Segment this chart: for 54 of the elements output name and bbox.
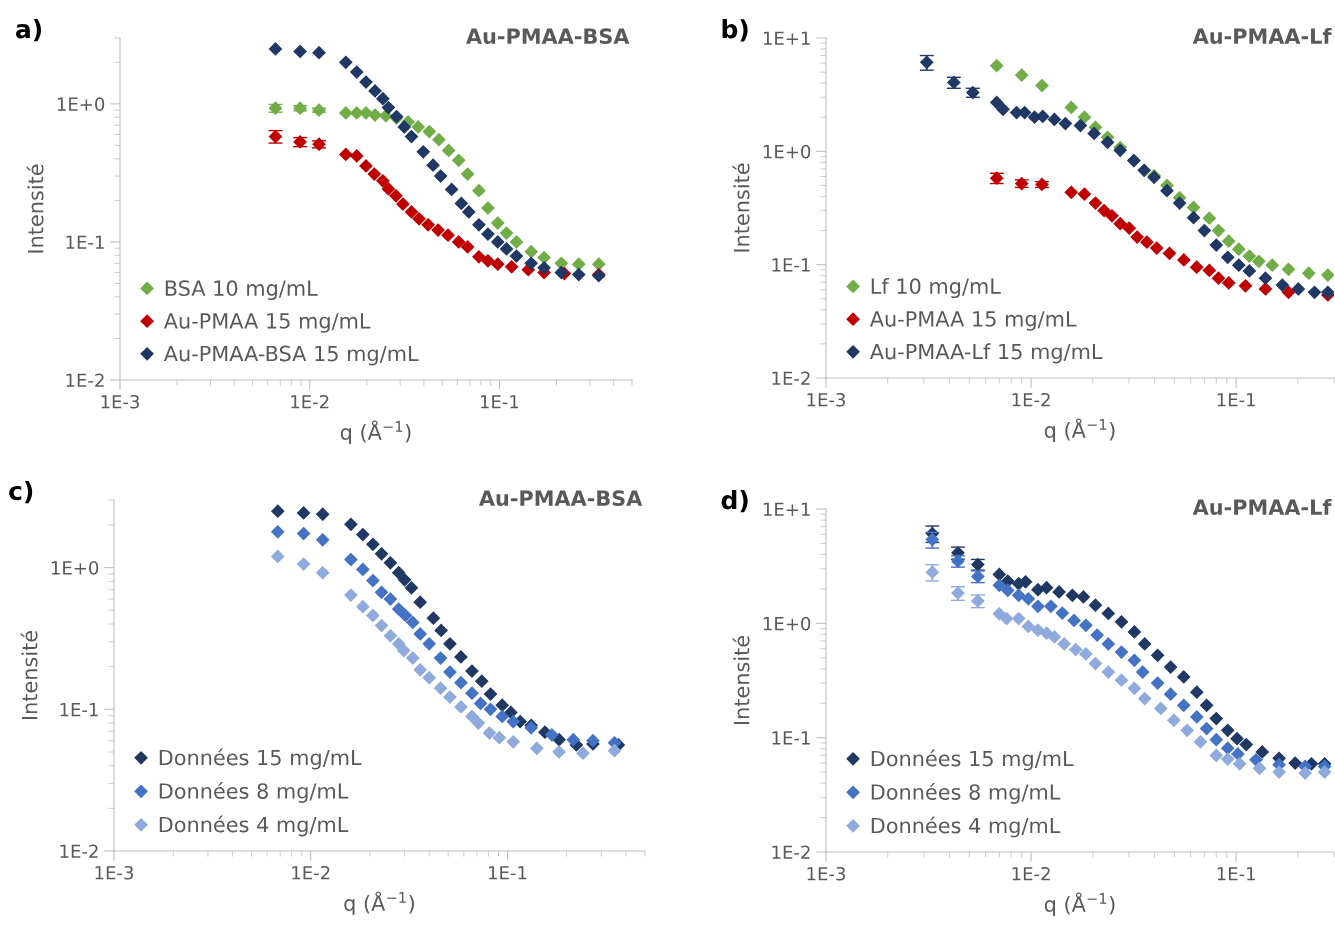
legend-label: Données 15 mg/mL — [159, 748, 362, 770]
legend-label: Au-PMAA 15 mg/mL — [869, 311, 1077, 331]
legend-label: Lf 10 mg/mL — [871, 277, 1001, 299]
y-axis-title: Intensité — [26, 164, 44, 253]
text: d) — [721, 490, 748, 513]
y-tick-label: 1E+0 — [763, 144, 811, 159]
legend-label: BSA 10 mg/mL — [165, 280, 318, 301]
x-tick-label: 1E-1 — [1217, 867, 1255, 881]
y-tick-label: 1E-2 — [60, 844, 98, 858]
y-tick-label: 1E-2 — [772, 845, 810, 859]
x-tick-label: 1E-3 — [101, 394, 139, 409]
x-tick-label: 1E-3 — [807, 392, 845, 407]
y-tick-label: 1E+0 — [51, 561, 99, 575]
legend-label: Données 8 mg/mL — [871, 782, 1061, 804]
text: c) — [9, 480, 33, 504]
y-tick-label: 1E-2 — [66, 373, 104, 387]
text: b) — [722, 19, 748, 42]
chart-title: Au-PMAA-Lf — [1192, 27, 1332, 45]
x-tick-label: 1E-2 — [1012, 392, 1050, 407]
y-tick-label: 1E-1 — [66, 235, 104, 249]
legend-label: Au-PMAA-BSA 15 mg/mL — [163, 345, 419, 366]
legend-label: Au-PMAA-Lf 15 mg/mL — [869, 343, 1103, 364]
y-tick-label: 1E+1 — [763, 31, 810, 45]
x-tick-label: 1E-3 — [95, 865, 133, 880]
legend-label: Données 8 mg/mL — [159, 781, 349, 803]
x-tick-label: 1E-1 — [480, 395, 519, 409]
x-tick-label: 1E-1 — [489, 866, 527, 880]
y-tick-label: 1E-2 — [772, 371, 810, 385]
y-axis-title: Intensité — [732, 636, 750, 725]
legend-label: Au-PMAA 15 mg/mL — [163, 313, 371, 333]
x-tick-label: 1E-1 — [1217, 393, 1255, 407]
x-tick-label: 1E-3 — [807, 866, 845, 881]
chart-title: Au-PMAA-Lf — [1192, 498, 1332, 516]
y-tick-label: 1E+1 — [763, 502, 810, 516]
y-tick-label: 1E+0 — [763, 616, 811, 631]
y-axis-title: Intensité — [732, 163, 750, 252]
legend-label: Données 4 mg/mL — [159, 815, 349, 837]
x-tick-label: 1E-2 — [1012, 866, 1050, 881]
y-tick-label: 1E-1 — [772, 258, 810, 272]
x-axis-title: q (Å$^{−1}$) — [344, 891, 414, 916]
x-axis-title: q (Å$^{−1}$) — [340, 420, 411, 445]
x-tick-label: 1E-2 — [291, 394, 329, 409]
legend-label: Données 15 mg/mL — [871, 749, 1074, 771]
y-axis-title: Intensité — [20, 631, 38, 720]
y-tick-label: 1E-1 — [60, 703, 98, 717]
x-tick-label: 1E-2 — [292, 865, 330, 880]
text: a) — [15, 19, 42, 42]
y-tick-label: 1E+0 — [57, 97, 105, 111]
legend-label: Données 4 mg/mL — [871, 816, 1061, 838]
chart-title: Au-PMAA-BSA — [478, 490, 643, 507]
y-tick-label: 1E-1 — [772, 731, 810, 745]
chart-title: Au-PMAA-BSA — [466, 28, 630, 45]
x-axis-title: q (Å$^{−1}$) — [1044, 418, 1115, 443]
x-axis-title: q (Å$^{−1}$) — [1044, 892, 1115, 917]
